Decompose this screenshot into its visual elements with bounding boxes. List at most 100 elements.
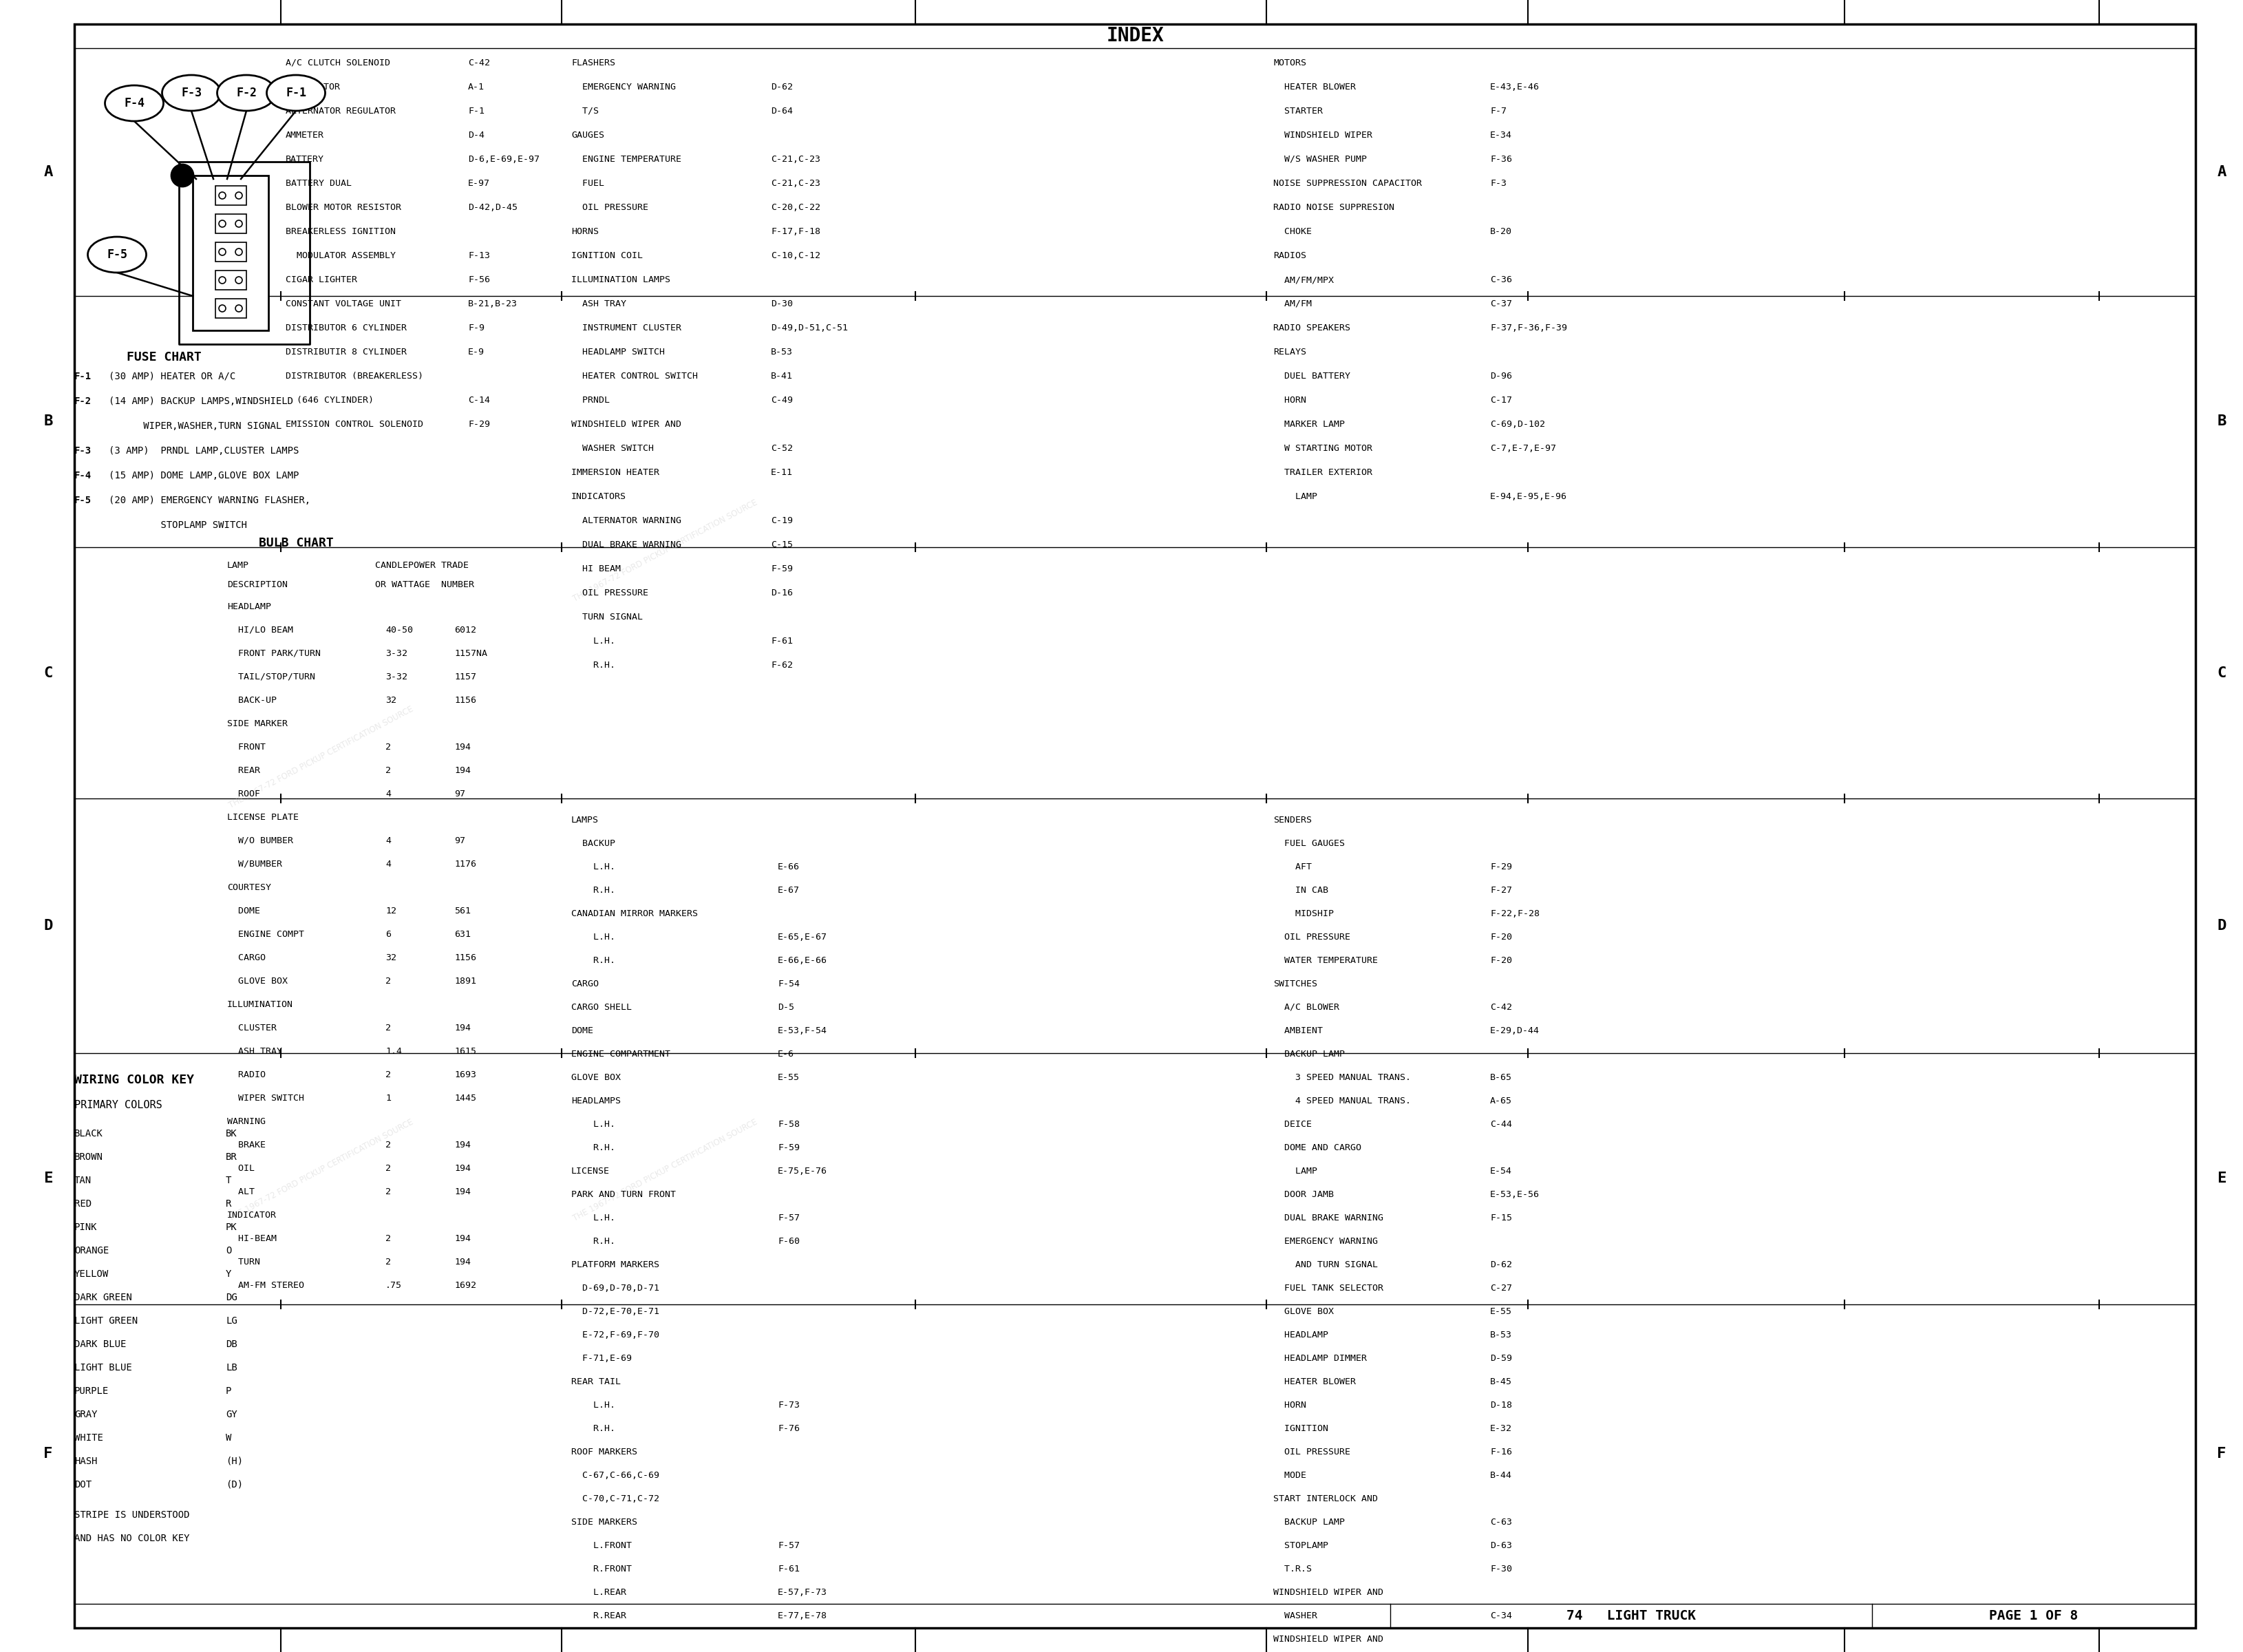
Text: 1157NA: 1157NA [455,649,487,657]
Text: AMBIENT: AMBIENT [1274,1026,1323,1036]
Text: .75: .75 [386,1280,401,1290]
Text: BULB CHART: BULB CHART [258,537,334,548]
Text: B-53: B-53 [1489,1330,1512,1340]
Text: 194: 194 [455,1188,471,1196]
Text: ORANGE: ORANGE [74,1246,110,1256]
Text: E-54: E-54 [1489,1166,1512,1176]
Text: ALTERNATOR: ALTERNATOR [285,83,341,91]
Text: R.H.: R.H. [572,661,615,669]
Text: DARK BLUE: DARK BLUE [74,1340,126,1350]
Text: BACKUP LAMP: BACKUP LAMP [1274,1518,1346,1526]
Text: 1176: 1176 [455,859,476,869]
Text: 4: 4 [386,859,390,869]
Text: F-29: F-29 [469,420,489,430]
Text: D-63: D-63 [1489,1541,1512,1550]
Text: A/C CLUTCH SOLENOID: A/C CLUTCH SOLENOID [285,58,390,68]
Text: A/C BLOWER: A/C BLOWER [1274,1003,1339,1011]
Text: PINK: PINK [74,1222,96,1232]
Text: F-76: F-76 [778,1424,801,1432]
Text: ILLUMINATION LAMPS: ILLUMINATION LAMPS [572,276,671,284]
Text: D-18: D-18 [1489,1401,1512,1409]
Text: 2: 2 [386,767,390,775]
Text: DUEL BATTERY: DUEL BATTERY [1274,372,1350,380]
Text: E-29,D-44: E-29,D-44 [1489,1026,1539,1036]
Text: R: R [227,1199,231,1209]
Text: LG: LG [227,1317,238,1325]
Text: MIDSHIP: MIDSHIP [1274,909,1335,919]
Text: F-1: F-1 [285,86,307,99]
Text: WATER TEMPERATURE: WATER TEMPERATURE [1274,957,1377,965]
Text: F-20: F-20 [1489,957,1512,965]
Text: HORN: HORN [1274,1401,1305,1409]
Text: WINDSHIELD WIPER AND: WINDSHIELD WIPER AND [1274,1635,1384,1644]
Text: D: D [43,919,54,933]
Text: BATTERY DUAL: BATTERY DUAL [285,178,352,188]
Text: R.FRONT: R.FRONT [572,1564,633,1573]
Text: D-30: D-30 [772,299,792,309]
Text: A-65: A-65 [1489,1097,1512,1105]
Text: BLACK: BLACK [74,1128,103,1138]
Text: GLOVE BOX: GLOVE BOX [1274,1307,1335,1317]
Text: E-72,F-69,F-70: E-72,F-69,F-70 [572,1330,659,1340]
Text: PRNDL: PRNDL [572,396,610,405]
Text: BREAKERLESS IGNITION: BREAKERLESS IGNITION [285,226,395,236]
Text: E: E [2216,1171,2227,1186]
Text: 1615: 1615 [455,1047,476,1056]
Text: BACK-UP: BACK-UP [227,695,276,705]
Text: RELAYS: RELAYS [1274,347,1305,357]
Text: LAMP: LAMP [1274,492,1317,501]
Text: HI-BEAM: HI-BEAM [227,1234,276,1242]
Text: DOT: DOT [74,1480,92,1490]
Text: HORNS: HORNS [572,226,599,236]
Text: B: B [2216,415,2227,428]
Text: F-57: F-57 [778,1214,801,1222]
Text: B-21,B-23: B-21,B-23 [469,299,518,309]
Text: TURN: TURN [227,1257,260,1267]
Text: F-71,E-69: F-71,E-69 [572,1355,633,1363]
Text: F-7: F-7 [1489,107,1507,116]
Text: FRONT: FRONT [227,743,265,752]
Text: F-59: F-59 [778,1143,801,1153]
Text: D-69,D-70,D-71: D-69,D-70,D-71 [572,1284,659,1292]
Text: F-36: F-36 [1489,155,1512,164]
Text: A: A [2216,165,2227,178]
Text: 1.4: 1.4 [386,1047,401,1056]
Text: DISTRIBUTIR 8 CYLINDER: DISTRIBUTIR 8 CYLINDER [285,347,406,357]
Text: 194: 194 [455,743,471,752]
Text: HEATER BLOWER: HEATER BLOWER [1274,83,1355,91]
Text: C-49: C-49 [772,396,792,405]
Text: F-17,F-18: F-17,F-18 [772,226,821,236]
Text: AM/FM: AM/FM [1274,299,1312,309]
Text: D-62: D-62 [772,83,792,91]
Text: EMERGENCY WARNING: EMERGENCY WARNING [1274,1237,1377,1246]
Text: ILLUMINATION: ILLUMINATION [227,999,294,1009]
Text: 1693: 1693 [455,1070,476,1079]
Text: R.H.: R.H. [572,1424,615,1432]
Text: 1156: 1156 [455,695,476,705]
Text: B: B [43,415,54,428]
Text: F-5: F-5 [74,496,92,506]
Text: 6: 6 [386,930,390,938]
Text: INDICATORS: INDICATORS [572,492,626,501]
Text: YELLOW: YELLOW [74,1269,110,1279]
Text: O: O [227,1246,231,1256]
Text: CARGO: CARGO [572,980,599,988]
Bar [193,175,269,330]
Text: SENDERS: SENDERS [1274,816,1312,824]
Circle shape [236,192,242,198]
Text: F-16: F-16 [1489,1447,1512,1457]
Text: BATTERY: BATTERY [285,155,325,164]
Text: MOTORS: MOTORS [1274,58,1305,68]
Text: ALT: ALT [227,1188,256,1196]
Text: 2: 2 [386,1257,390,1267]
Text: L.H.: L.H. [572,933,615,942]
Text: (D): (D) [227,1480,242,1490]
Text: 4: 4 [386,836,390,846]
Text: HEADLAMP SWITCH: HEADLAMP SWITCH [572,347,664,357]
Bar [179,162,310,344]
Text: BRAKE: BRAKE [227,1140,265,1150]
Text: GRAY: GRAY [74,1409,96,1419]
Text: F-58: F-58 [778,1120,801,1128]
Text: T: T [227,1176,231,1186]
Text: WHITE: WHITE [74,1432,103,1442]
